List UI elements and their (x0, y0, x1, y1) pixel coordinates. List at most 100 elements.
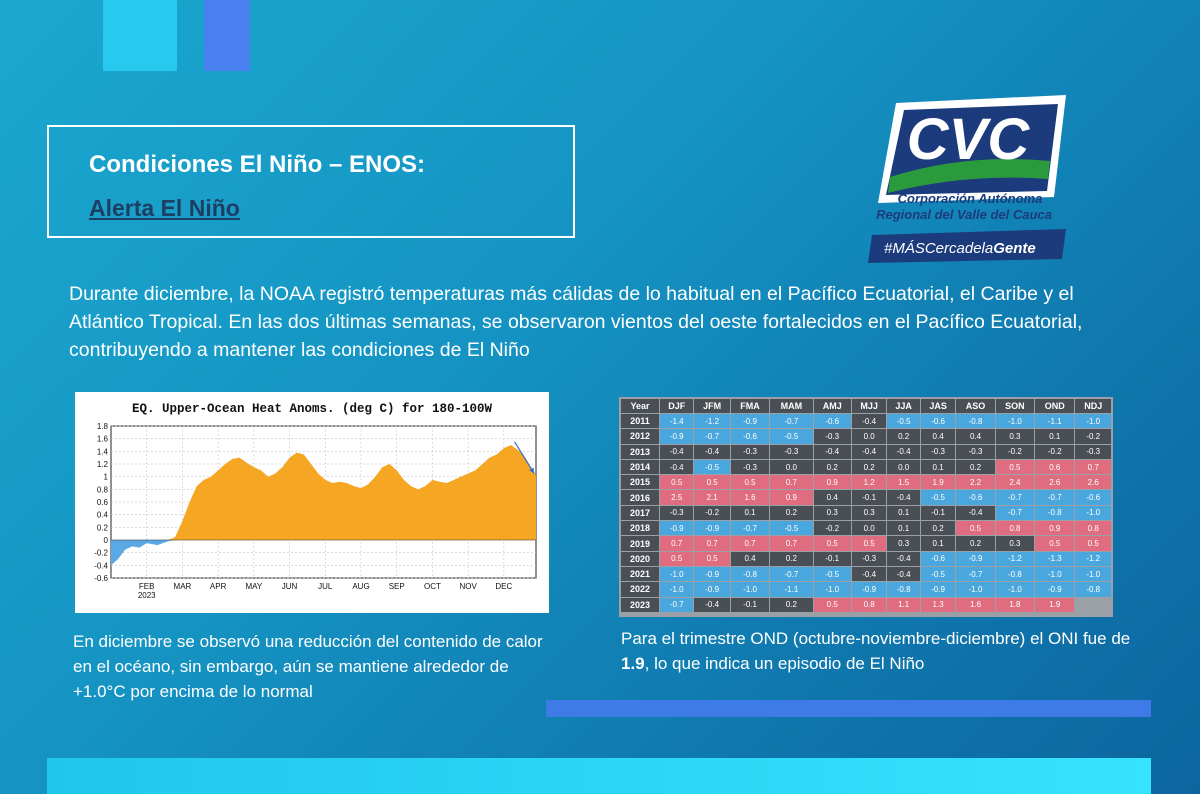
oni-year-cell: 2021 (621, 566, 659, 582)
oni-value-cell: 0.5 (813, 536, 851, 551)
oni-year-cell: 2012 (621, 429, 659, 444)
oni-value-cell: -1.0 (956, 582, 995, 597)
oni-value-cell: 0.5 (813, 597, 851, 612)
oni-value-cell: -0.5 (694, 459, 730, 475)
oni-value-cell: 0.2 (887, 429, 920, 444)
oni-value-cell: -0.8 (1075, 582, 1111, 597)
y-tick-label: 0.8 (97, 485, 109, 494)
oni-value-cell: -0.7 (770, 414, 813, 429)
chart-area (111, 441, 536, 566)
y-tick-label: -0.2 (94, 549, 108, 558)
logo-acronym: CVC (907, 107, 1031, 172)
oni-value-cell: 0.5 (1035, 536, 1075, 551)
x-tick-label: MAR (174, 582, 192, 591)
oni-value-cell: -1.0 (660, 566, 694, 582)
oni-column-header: JAS (920, 399, 956, 413)
oni-column-header: DJF (660, 399, 694, 413)
oni-year-cell: 2020 (621, 551, 659, 566)
y-tick-label: -0.6 (94, 574, 108, 583)
x-tick-label: OCT (424, 582, 441, 591)
decorative-bar-bottom (47, 758, 1151, 794)
y-tick-label: 1.2 (97, 460, 109, 469)
oni-column-header: OND (1035, 399, 1075, 413)
oni-column-header: AMJ (813, 399, 851, 413)
oni-row: 2023 -0.7 -0.4 -0.1 0.2 0.5 0.8 1.1 1.3 1.6 1.8 1.9 (621, 597, 1111, 612)
oni-value-cell: -0.4 (813, 444, 851, 459)
alert-link[interactable]: Alerta El Niño (89, 195, 240, 221)
oni-value-cell: -0.4 (887, 444, 920, 459)
oni-value-cell: -0.8 (1035, 505, 1075, 521)
oni-year-cell: 2011 (621, 414, 659, 429)
oni-value-cell: 2.2 (956, 475, 995, 490)
oni-row: 2014 -0.4 -0.5 -0.3 0.0 0.2 0.2 0.0 0.1 0.2 0.5 0.6… (621, 459, 1111, 475)
chart-caption: En diciembre se observó una reducción de… (73, 632, 543, 701)
oni-value-cell: 0.9 (813, 475, 851, 490)
oni-value-cell: -1.0 (1075, 414, 1111, 429)
oni-value-cell: -0.1 (851, 490, 887, 505)
oni-caption-value: 1.9 (621, 654, 645, 673)
oni-value-cell: 0.1 (730, 505, 770, 521)
oni-value-cell: -0.8 (887, 582, 920, 597)
oni-row: 2016 2.5 2.1 1.6 0.9 0.4 -0.1 -0.4 -0.5 -0.6 -0.7-… (621, 490, 1111, 505)
oni-column-header: SON (995, 399, 1035, 413)
oni-value-cell: -0.4 (851, 414, 887, 429)
oni-value-cell: 1.2 (851, 475, 887, 490)
oni-value-cell: 0.5 (730, 475, 770, 490)
oni-column-header: Year (621, 399, 659, 413)
oni-value-cell: 0.2 (956, 459, 995, 475)
oni-value-cell: -1.2 (1075, 551, 1111, 566)
heat-anomaly-chart: EQ. Upper-Ocean Heat Anoms. (deg C) for … (75, 392, 549, 613)
oni-value-cell: 1.9 (920, 475, 956, 490)
cvc-logo: CVC Corporación Autónoma Regional del Va… (866, 95, 1071, 265)
oni-value-cell: -0.5 (887, 414, 920, 429)
y-tick-label: 1.4 (97, 447, 109, 456)
oni-value-cell: -0.3 (813, 429, 851, 444)
oni-value-cell (1075, 597, 1111, 612)
oni-value-cell: -0.4 (887, 490, 920, 505)
oni-value-cell: -0.2 (995, 444, 1035, 459)
oni-value-cell: -0.8 (730, 566, 770, 582)
logo-line-2: Regional del Valle del Cauca (876, 207, 1052, 222)
y-tick-label: 0 (104, 536, 109, 545)
oni-year-cell: 2018 (621, 521, 659, 536)
oni-year-cell: 2023 (621, 597, 659, 612)
oni-value-cell: -0.7 (730, 521, 770, 536)
cvc-logo-graphic: CVC Corporación Autónoma Regional del Va… (868, 95, 1066, 263)
page-title: Condiciones El Niño – ENOS: (89, 151, 426, 178)
oni-value-cell: 0.1 (887, 521, 920, 536)
oni-table-wrapper: Year DJF JFM FMA MAM AMJ MJJ JJA JAS ASO SON OND NDJ… (619, 397, 1113, 617)
oni-value-cell: 0.2 (851, 459, 887, 475)
oni-value-cell: 2.6 (1035, 475, 1075, 490)
intro-paragraph: Durante diciembre, la NOAA registró temp… (69, 283, 1083, 361)
oni-value-cell: -0.4 (694, 444, 730, 459)
oni-value-cell: 0.2 (956, 536, 995, 551)
oni-value-cell: 0.9 (770, 490, 813, 505)
oni-value-cell: 0.3 (995, 429, 1035, 444)
oni-value-cell: -0.5 (920, 490, 956, 505)
oni-value-cell: -0.3 (1075, 444, 1111, 459)
oni-row: 2012 -0.9 -0.7 -0.6 -0.5 -0.3 0.0 0.2 0.4 0.4 0.3 0… (621, 429, 1111, 444)
oni-value-cell: -0.9 (851, 582, 887, 597)
positive-area (111, 445, 536, 540)
oni-value-cell: -0.9 (956, 551, 995, 566)
oni-value-cell: 0.7 (770, 536, 813, 551)
oni-value-cell: -0.9 (1035, 582, 1075, 597)
oni-value-cell: -0.3 (730, 459, 770, 475)
oni-column-header: MAM (770, 399, 813, 413)
oni-value-cell: 0.7 (730, 536, 770, 551)
oni-value-cell: -0.1 (920, 505, 956, 521)
chart-y-axis: -0.6 -0.4 -0.2 0 0.2 0.4 0.6 0.8 1 1.2 1.4 1.6 1.8 (94, 422, 108, 583)
oni-value-cell: -0.9 (694, 521, 730, 536)
oni-value-cell: -0.2 (813, 521, 851, 536)
oni-value-cell: 0.8 (851, 597, 887, 612)
oni-value-cell: -1.1 (770, 582, 813, 597)
oni-value-cell: 0.0 (851, 521, 887, 536)
x-tick-label: AUG (352, 582, 369, 591)
oni-value-cell: 0.5 (1075, 536, 1111, 551)
oni-value-cell: -0.6 (813, 414, 851, 429)
oni-value-cell: -0.3 (851, 551, 887, 566)
y-tick-label: 0.6 (97, 498, 109, 507)
oni-value-cell: 0.2 (770, 551, 813, 566)
oni-caption-pre: Para el trimestre OND (octubre-noviembre… (621, 629, 1131, 648)
